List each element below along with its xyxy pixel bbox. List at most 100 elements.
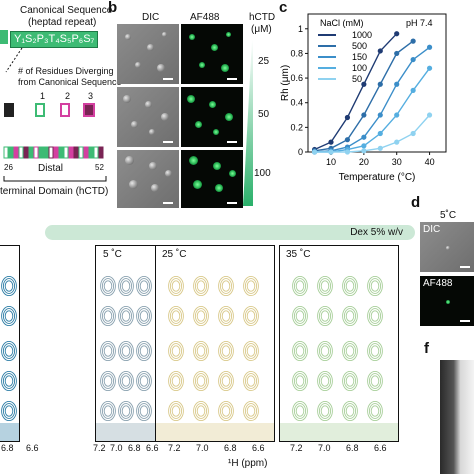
count-label-1: 1 xyxy=(40,91,46,101)
legend-box-1 xyxy=(35,103,45,117)
heptad-segment xyxy=(98,146,104,159)
nmr-contour xyxy=(293,403,307,419)
conc-unit: (μM) xyxy=(251,24,272,35)
nmr-contour xyxy=(119,278,133,294)
nmr-contour xyxy=(136,305,152,327)
nmr-contour xyxy=(370,345,380,357)
nmr-contour xyxy=(119,308,133,324)
data-point xyxy=(328,149,334,155)
panel-d-af488-label: AF488 xyxy=(423,278,453,289)
nmr-25-tick-68: 6.8 xyxy=(224,443,237,453)
nmr-contour xyxy=(317,275,333,297)
nmr-left-tick-1: 6.8 xyxy=(1,443,14,453)
data-point xyxy=(361,81,367,87)
nmr-contour xyxy=(118,370,134,392)
nmr-contour xyxy=(317,370,333,392)
heptad-segment xyxy=(33,146,39,159)
nmr-baseline-band xyxy=(96,423,156,441)
panel-d-dic-image: DIC xyxy=(420,222,474,272)
nmr-contour xyxy=(367,370,383,392)
nmr-35-tick-68: 6.8 xyxy=(346,443,359,453)
x-tick-label: 10 xyxy=(326,157,336,167)
nmr-35-tick-72: 7.2 xyxy=(290,443,303,453)
nmr-contour xyxy=(194,308,208,324)
conc-gradient-wedge xyxy=(243,40,253,206)
heptad-segment xyxy=(73,146,79,159)
nmr-contour xyxy=(103,280,113,292)
legend-box-2 xyxy=(60,103,70,117)
y-tick-label: 0 xyxy=(298,147,303,157)
nmr-contour xyxy=(218,275,234,297)
heptad-segment xyxy=(18,146,24,159)
nmr-5-tick-72: 7.2 xyxy=(93,443,106,453)
data-point xyxy=(328,139,334,145)
nmr-contour xyxy=(343,373,357,389)
nmr-contour xyxy=(368,308,382,324)
nmr-contour xyxy=(169,373,183,389)
nmr-contour xyxy=(103,310,113,322)
dextran-label: Dex 5% w/v xyxy=(350,227,403,238)
heptad-segment xyxy=(88,146,94,159)
data-point xyxy=(377,112,383,118)
nmr-contour xyxy=(101,278,115,294)
nmr-contour xyxy=(221,375,231,387)
nmr-contour xyxy=(292,400,308,422)
diverging-label-2: from Canonical Sequence xyxy=(18,77,122,87)
heptad-segment xyxy=(63,146,69,159)
panel-b-letter: b xyxy=(108,0,118,16)
panel-d-af488-image: AF488 xyxy=(420,276,474,326)
panel-f-letter: f xyxy=(424,340,429,357)
nmr-contour xyxy=(1,400,17,422)
nmr-contour xyxy=(295,280,305,292)
nmr-contour xyxy=(171,345,181,357)
y-axis-label: Rh (μm) xyxy=(280,65,291,101)
data-point xyxy=(410,130,416,137)
nmr-contour xyxy=(318,278,332,294)
legend-box-0 xyxy=(4,103,14,117)
nmr-contour xyxy=(342,370,358,392)
nmr-5-tick-68: 6.8 xyxy=(128,443,141,453)
legend-title: NaCl (mM) xyxy=(320,18,364,28)
nmr-contour xyxy=(194,373,208,389)
nmr-contour xyxy=(244,278,258,294)
nmr-contour xyxy=(137,308,151,324)
nmr-contour xyxy=(4,280,14,292)
conc-value-100: 100 xyxy=(254,168,271,179)
nmr-contour xyxy=(171,310,181,322)
nmr-contour xyxy=(193,275,209,297)
nmr-contour xyxy=(196,405,206,417)
nmr-contour xyxy=(295,405,305,417)
nmr-contour xyxy=(136,370,152,392)
nmr-contour xyxy=(101,343,115,359)
nmr-contour xyxy=(119,403,133,419)
nmr-contour xyxy=(370,280,380,292)
heptad-segment xyxy=(78,146,84,159)
nmr-contour xyxy=(100,275,116,297)
nmr-contour xyxy=(169,308,183,324)
x-tick-label: 20 xyxy=(359,157,369,167)
nmr-contour xyxy=(196,345,206,357)
count-label-3: 3 xyxy=(88,91,94,101)
nmr-contour xyxy=(168,400,184,422)
domain-label: terminal Domain (hCTD) xyxy=(0,186,109,197)
nmr-contour xyxy=(243,340,259,362)
nmr-contour xyxy=(100,370,116,392)
legend-entry: 100 xyxy=(352,63,367,73)
heptad-segment xyxy=(13,146,19,159)
nmr-contour xyxy=(345,375,355,387)
nmr-contour xyxy=(244,373,258,389)
heptad-segment xyxy=(48,146,54,159)
position-start: 26 xyxy=(4,163,13,172)
nmr-contour xyxy=(293,278,307,294)
nmr-contour xyxy=(119,373,133,389)
heptad-segment xyxy=(53,146,59,159)
distal-label: Distal xyxy=(38,163,64,174)
nmr-contour xyxy=(118,340,134,362)
nmr-contour xyxy=(1,275,17,297)
data-point xyxy=(361,143,367,149)
nmr-contour xyxy=(100,305,116,327)
data-point xyxy=(344,149,351,155)
nmr-baseline-band xyxy=(0,423,19,441)
nmr-contour xyxy=(343,278,357,294)
data-point xyxy=(344,137,351,143)
